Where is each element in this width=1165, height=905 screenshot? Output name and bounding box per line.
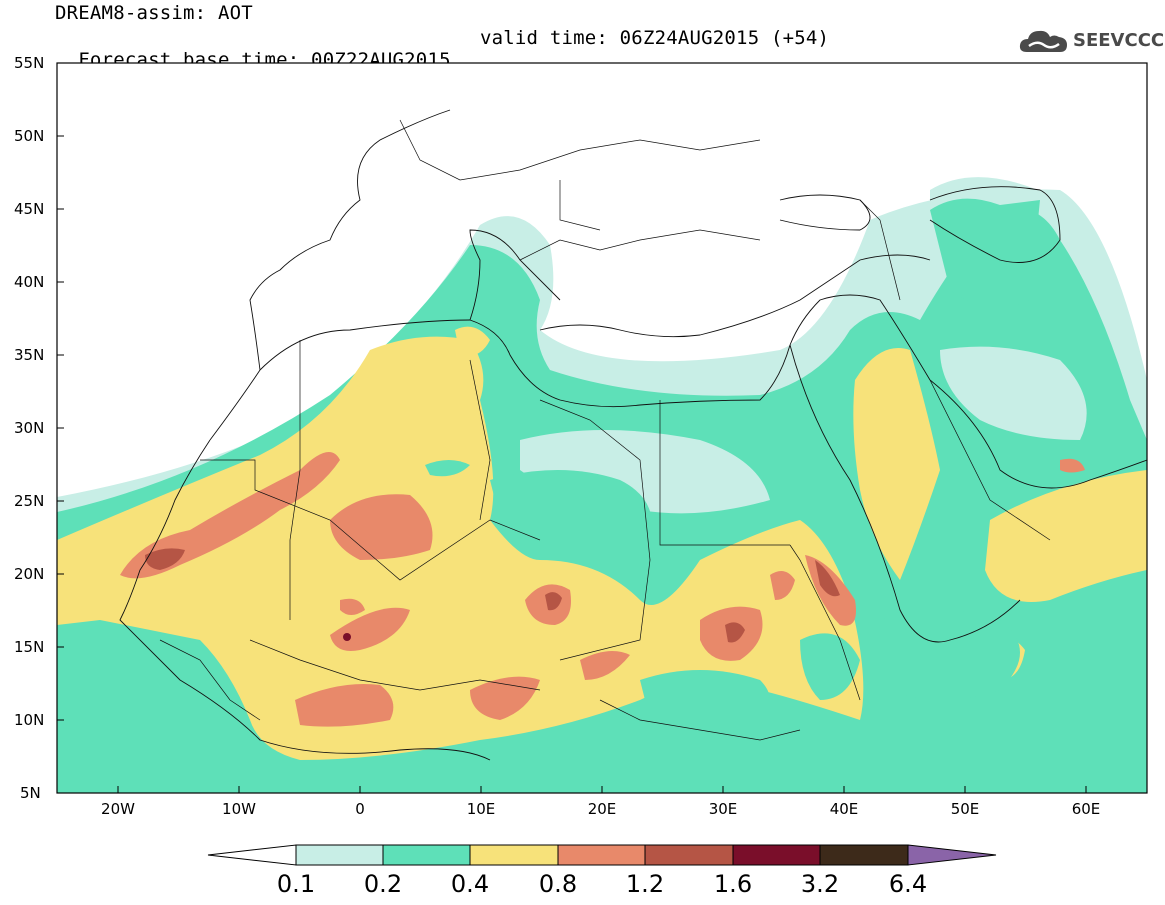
lat-label: 15N (14, 638, 45, 656)
aot-field-0.8-1.2 (120, 452, 1085, 727)
colorbar-bin-0.8 (557, 844, 646, 866)
lat-label: 45N (14, 200, 45, 218)
colorbar-label: 0.1 (276, 870, 316, 898)
colorbar-bin-1.2 (644, 844, 734, 866)
aot-field-1.6-3.2 (343, 633, 351, 641)
lat-label: 30N (14, 419, 45, 437)
lat-label: 55N (14, 54, 45, 72)
lon-label: 10W (222, 800, 256, 818)
colorbar-bin-0.4 (469, 844, 559, 866)
lat-label: 5N (20, 784, 41, 802)
lat-label: 50N (14, 127, 45, 145)
colorbar-bin-3.2 (819, 844, 909, 866)
colorbar-label: 6.4 (888, 870, 928, 898)
colorbar-bin-0.2 (382, 844, 471, 866)
colorbar-bin-0.1 (295, 844, 384, 866)
colorbar-label: 1.2 (625, 870, 665, 898)
valid-time: valid time: 06Z24AUG2015 (+54) (480, 27, 830, 49)
lat-label: 10N (14, 711, 45, 729)
lon-label: 20W (101, 800, 135, 818)
colorbar-label: 0.8 (538, 870, 578, 898)
lon-label: 30E (708, 800, 738, 818)
colorbar-label: 3.2 (800, 870, 840, 898)
colorbar-label: 0.4 (450, 870, 490, 898)
seevccc-logo: SEEVCCC (1017, 26, 1164, 56)
aot-field-1.2-1.6 (145, 548, 840, 643)
lon-label: 20E (587, 800, 617, 818)
aot-field-0.2-patches (425, 460, 1020, 725)
lon-label: 50E (950, 800, 980, 818)
lon-label: 10E (466, 800, 496, 818)
logo-text: SEEVCCC (1073, 30, 1165, 51)
lon-label: 40E (829, 800, 859, 818)
title-line-1: DREAM8-assim: AOT (55, 2, 253, 24)
colorbar-label: 0.2 (363, 870, 403, 898)
colorbar (207, 844, 997, 866)
colorbar-bin-1.6 (732, 844, 821, 866)
cloud-icon (1019, 30, 1067, 52)
country-borders (159, 119, 1051, 741)
lat-label: 25N (14, 492, 45, 510)
lon-label: 0 (355, 800, 365, 818)
lat-label: 20N (14, 565, 45, 583)
coastlines (119, 109, 1147, 761)
lat-label: 40N (14, 273, 45, 291)
colorbar-below-triangle (207, 844, 297, 866)
axis-ticks (57, 62, 1087, 793)
colorbar-label: 1.6 (713, 870, 753, 898)
colorbar-above-triangle (907, 844, 997, 866)
lat-label: 35N (14, 346, 45, 364)
lon-label: 60E (1071, 800, 1101, 818)
